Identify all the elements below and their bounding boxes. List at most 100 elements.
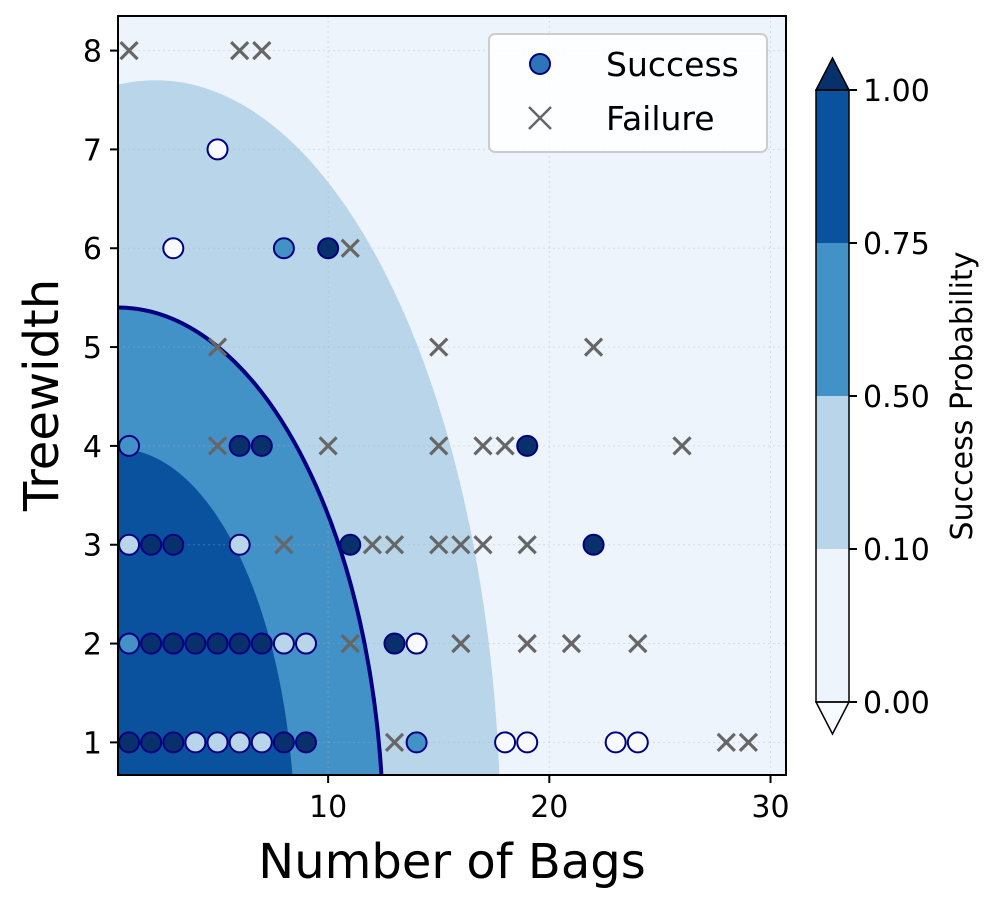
failure-stroke bbox=[451, 633, 471, 654]
legend: Success Failure bbox=[488, 33, 768, 153]
failure-stroke bbox=[384, 535, 405, 555]
failure-stroke bbox=[362, 535, 383, 555]
failure-stroke bbox=[672, 436, 692, 456]
failure-marker bbox=[429, 535, 449, 555]
colorbar-tick-label: 0.10 bbox=[863, 533, 930, 568]
failure-stroke bbox=[340, 238, 360, 258]
failure-marker bbox=[384, 535, 405, 555]
success-marker bbox=[604, 731, 627, 754]
success-marker bbox=[140, 533, 163, 556]
failure-marker bbox=[495, 436, 515, 456]
failure-marker bbox=[207, 436, 228, 456]
failure-stroke bbox=[274, 535, 294, 555]
colorbar-extend-max bbox=[814, 56, 851, 91]
failure-stroke bbox=[429, 436, 449, 456]
failure-stroke bbox=[561, 633, 582, 654]
success-marker bbox=[295, 632, 318, 655]
failure-stroke bbox=[429, 535, 449, 555]
failure-stroke bbox=[473, 535, 493, 555]
failure-marker bbox=[252, 40, 272, 61]
success-marker bbox=[206, 632, 229, 655]
colorbar-label: Success Probability bbox=[945, 252, 980, 541]
failure-marker bbox=[429, 436, 449, 456]
failure-marker bbox=[119, 40, 139, 61]
failure-stroke bbox=[583, 337, 604, 357]
success-marker bbox=[250, 434, 273, 457]
failure-stroke bbox=[207, 436, 228, 456]
colorbar: 0.00 0.10 0.50 0.75 1.00 bbox=[814, 56, 930, 736]
success-marker bbox=[339, 533, 362, 556]
failure-marker bbox=[451, 633, 471, 654]
failure-marker bbox=[473, 535, 493, 555]
success-marker bbox=[118, 731, 141, 754]
legend-box bbox=[488, 33, 768, 153]
success-marker bbox=[383, 632, 406, 655]
y-tick-label: 1 bbox=[83, 726, 102, 761]
success-marker bbox=[140, 731, 163, 754]
success-marker bbox=[162, 731, 185, 754]
failure-stroke bbox=[230, 40, 250, 61]
y-tick-label: 8 bbox=[83, 35, 102, 70]
contour-region-0_75 bbox=[118, 449, 293, 775]
success-marker bbox=[184, 731, 207, 754]
colorbar-band bbox=[816, 243, 849, 396]
colorbar-extend-min bbox=[814, 701, 851, 736]
success-marker bbox=[582, 533, 605, 556]
success-marker bbox=[516, 731, 539, 754]
y-axis-label: Treewidth bbox=[14, 279, 70, 512]
success-marker bbox=[272, 237, 295, 260]
failure-stroke bbox=[473, 436, 493, 456]
success-marker bbox=[162, 237, 185, 260]
failure-marker bbox=[340, 238, 360, 258]
success-marker bbox=[405, 731, 428, 754]
failure-stroke bbox=[738, 732, 759, 753]
legend-success-marker bbox=[529, 53, 551, 75]
failure-stroke bbox=[716, 732, 736, 753]
legend-failure-marker bbox=[528, 106, 552, 130]
x-tick-label: 20 bbox=[530, 790, 568, 825]
colorbar-band bbox=[816, 549, 849, 702]
boundary-line bbox=[118, 305, 384, 775]
success-marker bbox=[118, 533, 141, 556]
success-marker bbox=[162, 533, 185, 556]
failure-stroke bbox=[119, 40, 139, 61]
success-marker bbox=[250, 731, 273, 754]
failure-marker bbox=[429, 337, 449, 357]
success-marker bbox=[295, 731, 318, 754]
colorbar-band bbox=[816, 396, 849, 549]
success-marker bbox=[162, 632, 185, 655]
success-marker bbox=[516, 434, 539, 457]
failure-stroke bbox=[207, 337, 228, 357]
x-axis-label: Number of Bags bbox=[258, 834, 645, 890]
colorbar-tick-label: 0.00 bbox=[863, 686, 930, 721]
failure-marker bbox=[340, 633, 360, 654]
failure-stroke bbox=[451, 535, 471, 555]
success-marker bbox=[118, 632, 141, 655]
success-marker bbox=[272, 632, 295, 655]
failure-stroke bbox=[384, 732, 405, 753]
y-tick-label: 3 bbox=[83, 529, 102, 564]
success-marker bbox=[626, 731, 649, 754]
failure-marker bbox=[628, 633, 648, 654]
failure-marker bbox=[517, 535, 537, 555]
success-marker bbox=[228, 731, 251, 754]
failure-marker bbox=[384, 732, 405, 753]
colorbar-tick-label: 0.75 bbox=[863, 227, 930, 262]
failure-stroke bbox=[517, 535, 537, 555]
failure-marker bbox=[738, 732, 759, 753]
failure-marker bbox=[561, 633, 582, 654]
success-marker bbox=[184, 632, 207, 655]
success-marker bbox=[228, 434, 251, 457]
y-tick-label: 2 bbox=[83, 628, 102, 663]
y-tick-label: 4 bbox=[83, 430, 102, 465]
axes: 10 20 30 1 2 3 4 5 6 7 8 bbox=[83, 15, 790, 825]
failure-stroke bbox=[628, 633, 648, 654]
success-marker bbox=[118, 434, 141, 457]
failure-marker bbox=[451, 535, 471, 555]
success-marker bbox=[405, 632, 428, 655]
success-marker bbox=[250, 632, 273, 655]
success-marker bbox=[272, 731, 295, 754]
failure-marker bbox=[672, 436, 692, 456]
x-tick-label: 30 bbox=[751, 790, 789, 825]
